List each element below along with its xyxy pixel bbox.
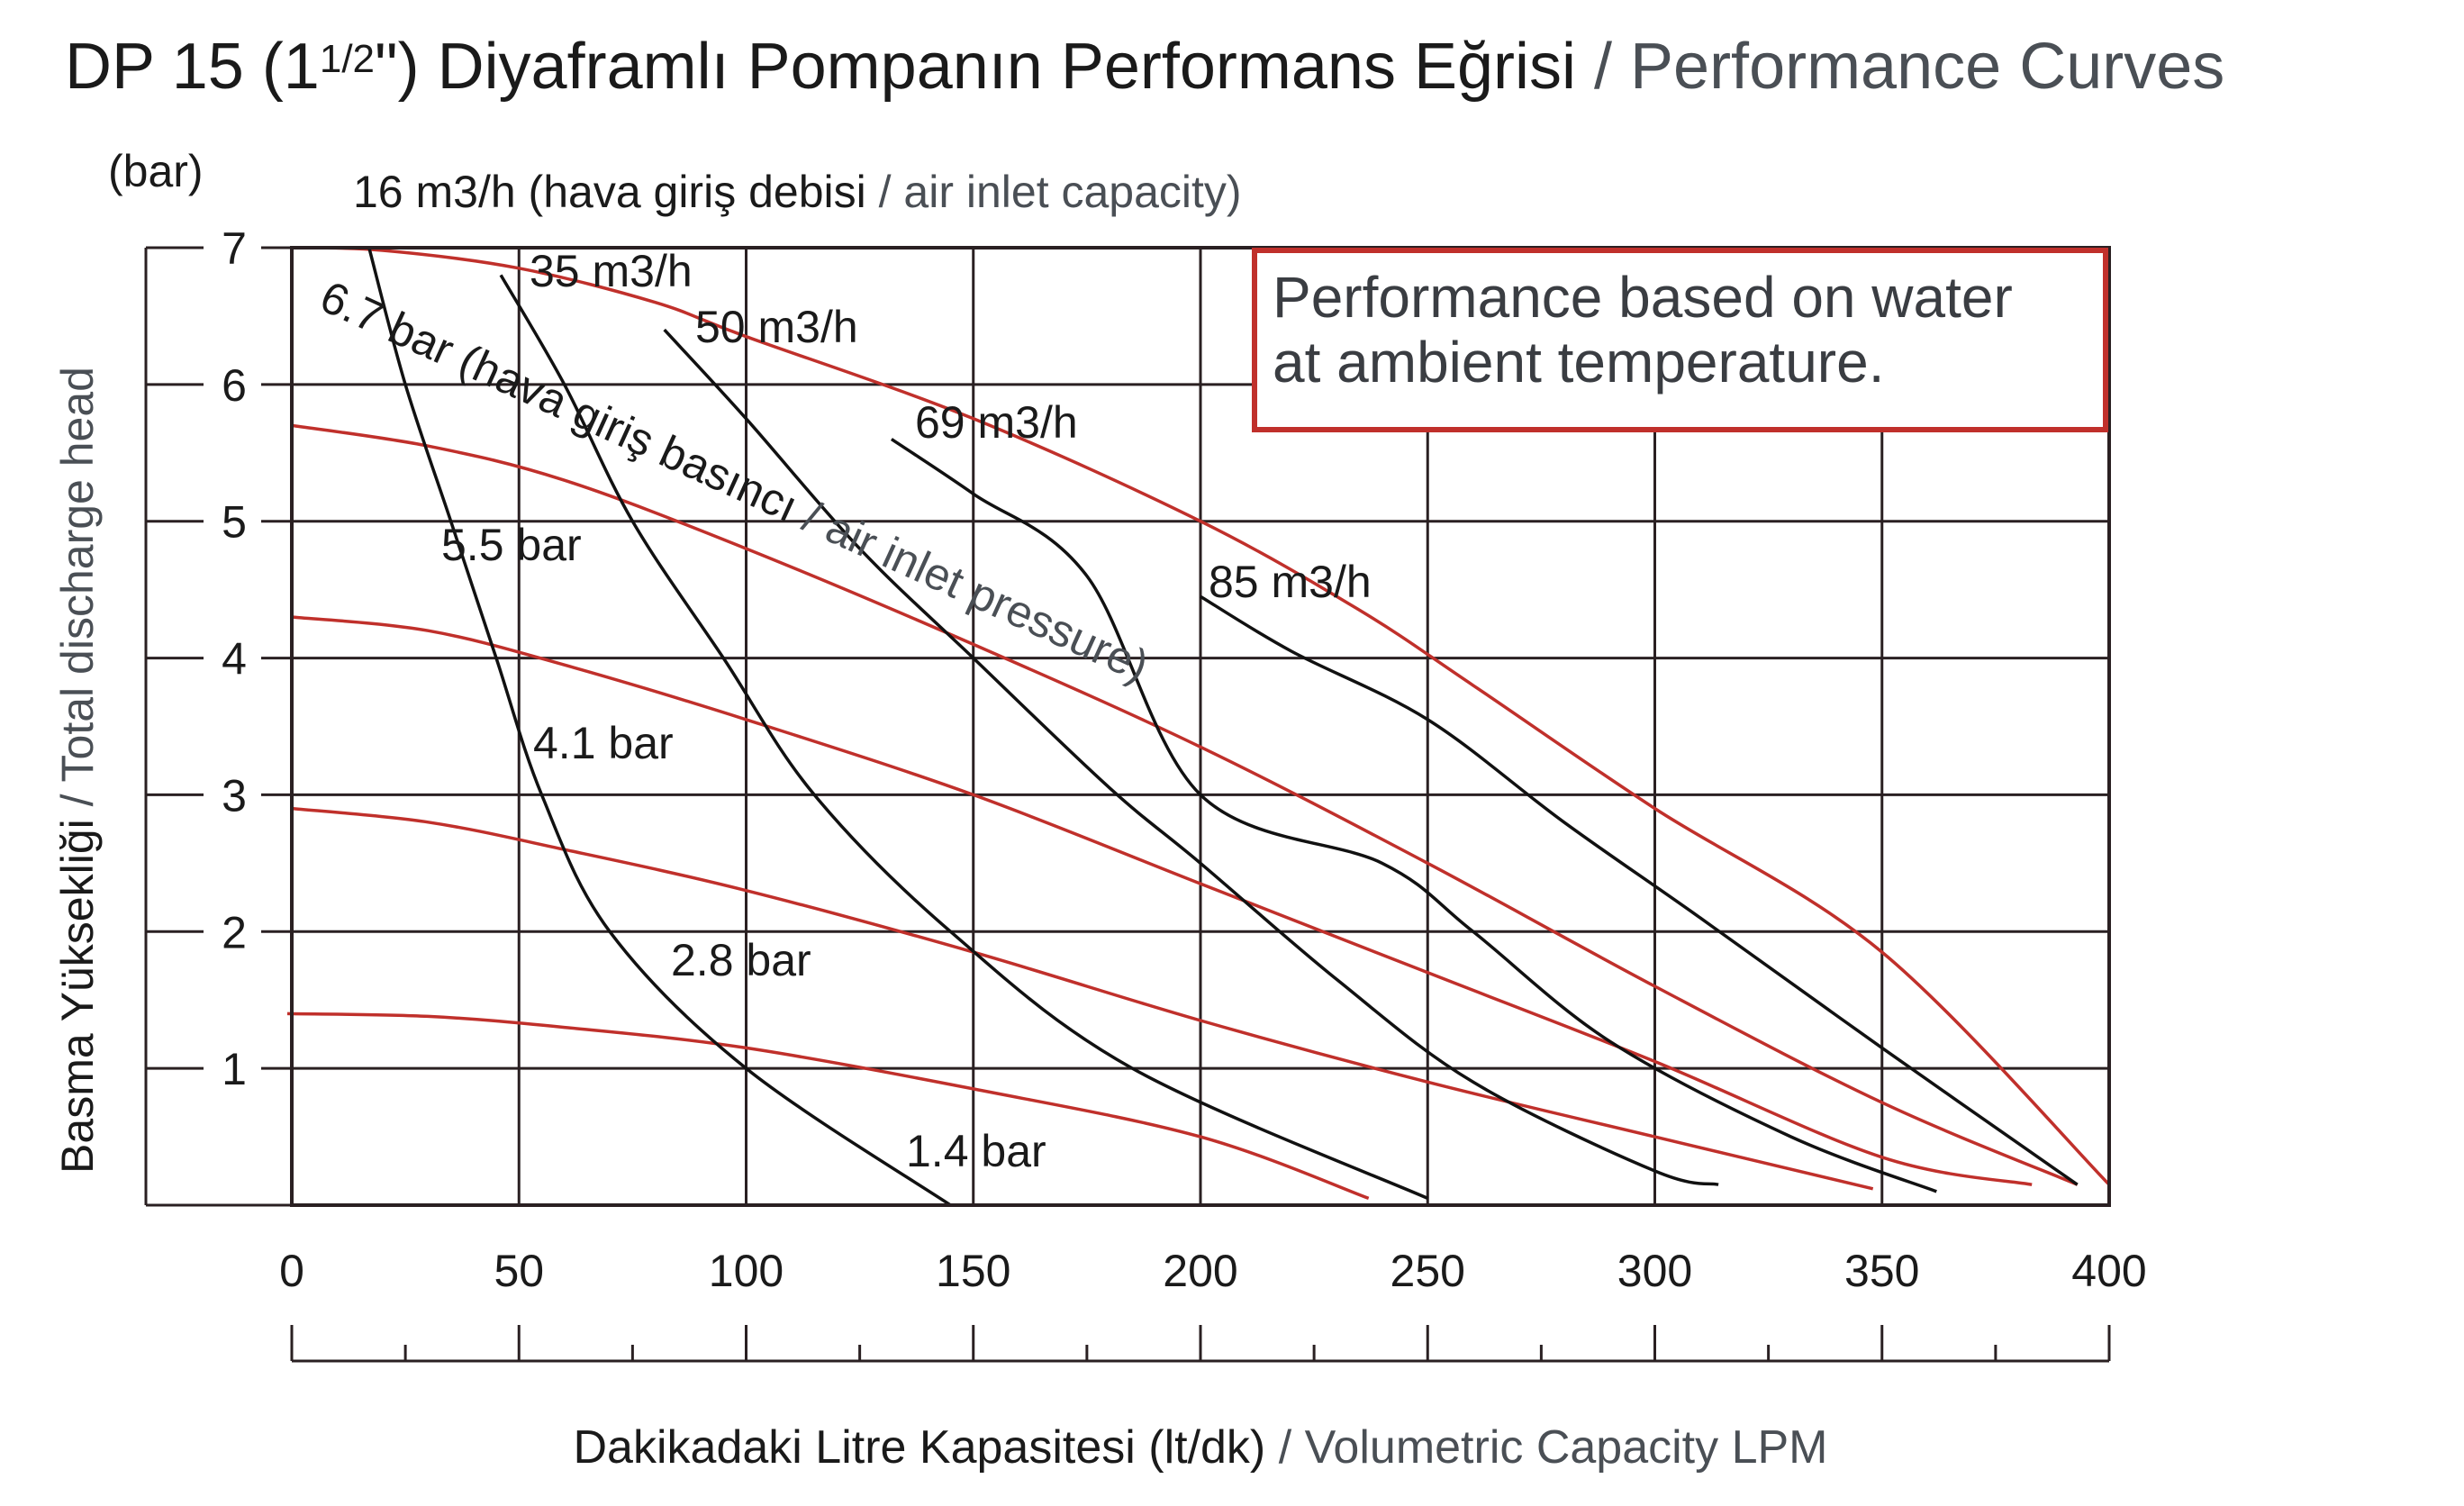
title-main-rest: Diyaframlı Pompanın Performans Eğrisi	[420, 31, 1576, 103]
note-line-1: Performance based on water	[1273, 265, 2013, 330]
x-axis-scale: 0 50 100 150 200 250 300 350 400	[279, 1246, 2147, 1363]
label-16-sep: /	[866, 167, 904, 217]
x-axis-title-tr: Dakikadaki Litre Kapasitesi (lt/dk)	[574, 1421, 1266, 1474]
plot-frame	[290, 246, 2111, 1207]
label-85-m3h: 85 m3/h	[1209, 557, 1372, 607]
y-axis-scale: 1 2 3 4 5 6 7	[144, 223, 292, 1207]
y-axis-title-en: Total discharge head	[52, 367, 103, 782]
x-tick-label-150: 150	[936, 1246, 1010, 1296]
label-50-m3h: 50 m3/h	[695, 302, 858, 352]
label-35-m3h: 35 m3/h	[530, 246, 693, 296]
x-tick-label-300: 300	[1617, 1246, 1692, 1296]
chart-title: DP 15 (11/2") Diyaframlı Pompanın Perfor…	[65, 31, 2224, 103]
title-main: DP 15 (1	[65, 31, 320, 103]
title-separator: /	[1576, 31, 1630, 103]
x-tick-label-250: 250	[1391, 1246, 1465, 1296]
pressure-curve-2-8-bar	[291, 806, 1874, 1191]
y-tick-label-7: 7	[222, 223, 247, 274]
label-2-8-bar: 2.8 bar	[671, 935, 811, 985]
capacity-curve-35-m3-h	[499, 274, 1429, 1201]
y-tick-label-3: 3	[222, 770, 247, 821]
label-69-m3h: 69 m3/h	[915, 397, 1078, 448]
note-line-2: at ambient temperature.	[1273, 330, 1884, 395]
label-6-7-en: air inlet pressure)	[819, 502, 1156, 692]
y-axis-title: Basma Yüksekliği / Total discharge head	[52, 367, 103, 1174]
label-16-tr: 16 m3/h (hava giriş debisi	[353, 167, 866, 217]
pressure-curve-6-7-bar	[291, 246, 2111, 1186]
x-tick-label-100: 100	[709, 1246, 784, 1296]
y-axis-title-tr: Basma Yüksekliği	[52, 819, 103, 1174]
x-tick-label-0: 0	[279, 1246, 304, 1296]
x-axis-title-en: Volumetric Capacity LPM	[1305, 1421, 1828, 1474]
label-16-en: air inlet capacity)	[903, 167, 1241, 217]
capacity-curve-85-m3-h	[1200, 594, 2079, 1186]
label-4-1-bar: 4.1 bar	[533, 718, 674, 768]
note-box	[1252, 248, 2108, 432]
y-tick-label-2: 2	[222, 907, 247, 957]
label-5-5-bar: 5.5 bar	[441, 520, 582, 570]
title-fraction: 1/2	[320, 37, 375, 81]
label-16-m3h: 16 m3/h (hava giriş debisi / air inlet c…	[353, 167, 1242, 217]
title-english: Performance Curves	[1630, 31, 2224, 103]
capacity-curve-50-m3-h	[663, 328, 1719, 1186]
y-tick-label-6: 6	[222, 360, 247, 411]
pressure-curve-4-1-bar	[291, 615, 2033, 1186]
x-tick-label-200: 200	[1163, 1246, 1237, 1296]
title-inch: ")	[375, 31, 420, 103]
y-tick-label-1: 1	[222, 1044, 247, 1094]
y-axis-title-sep: /	[52, 782, 103, 819]
x-tick-label-350: 350	[1844, 1246, 1919, 1296]
y-tick-label-4: 4	[222, 634, 247, 685]
label-1-4-bar: 1.4 bar	[906, 1126, 1046, 1176]
x-axis-title: Dakikadaki Litre Kapasitesi (lt/dk) / Vo…	[574, 1421, 1828, 1474]
capacity-curve-69-m3-h	[890, 438, 1937, 1193]
pressure-curve-5-5-bar	[291, 423, 2079, 1186]
x-tick-label-50: 50	[494, 1246, 544, 1296]
y-tick-label-5: 5	[222, 497, 247, 548]
curves-group	[286, 246, 2111, 1207]
x-tick-label-400: 400	[2071, 1246, 2146, 1296]
pressure-curve-1-4-bar	[286, 1012, 1370, 1201]
y-unit-label: (bar)	[108, 146, 204, 196]
capacity-curve-16-m3-h	[367, 247, 952, 1207]
x-axis-title-sep: /	[1265, 1421, 1304, 1474]
